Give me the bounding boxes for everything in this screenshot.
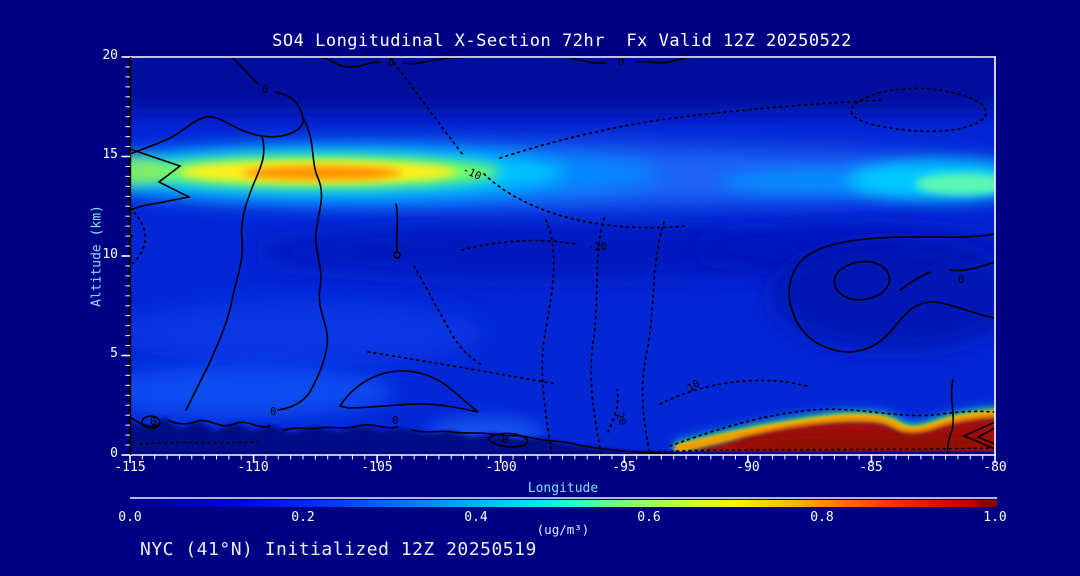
contour-label: 0 bbox=[618, 56, 624, 68]
colorbar-tick-label: 0.8 bbox=[810, 510, 834, 525]
x-tick-label: -105 bbox=[361, 460, 393, 475]
colorbar bbox=[130, 497, 997, 507]
contour-lines-dotted bbox=[130, 57, 995, 455]
x-tick-label: -115 bbox=[114, 460, 146, 475]
x-tick-label: -90 bbox=[736, 460, 760, 475]
contour-label: 0 bbox=[502, 434, 508, 446]
colorbar-units-label: (ug/m³) bbox=[536, 522, 590, 537]
y-tick-label: 5 bbox=[110, 346, 118, 361]
contour-label: 0 bbox=[270, 406, 276, 418]
chart-title: SO4 Longitudinal X-Section 72hr Fx Valid… bbox=[272, 31, 852, 51]
contour-label: 20 bbox=[613, 411, 628, 427]
x-tick-label: -95 bbox=[612, 460, 636, 475]
axes-frame bbox=[121, 56, 996, 463]
y-tick-label: 15 bbox=[102, 147, 118, 162]
contour-label: 0 bbox=[388, 57, 394, 69]
x-tick-label: -110 bbox=[237, 460, 269, 475]
x-tick-label: -100 bbox=[485, 460, 517, 475]
tick-marks bbox=[121, 56, 996, 463]
colorbar-tick-label: 0.2 bbox=[291, 510, 315, 525]
contour-label: 0 bbox=[262, 84, 268, 96]
contour-lines bbox=[130, 57, 995, 455]
colorbar-tick-label: 0.4 bbox=[464, 510, 488, 525]
colorbar-tick-label: 0.6 bbox=[637, 510, 661, 525]
x-axis-label: Longitude bbox=[527, 481, 599, 496]
contour-label: 10 bbox=[121, 231, 136, 246]
colorbar-tick-label: 1.0 bbox=[983, 510, 1007, 525]
footer-annotation: NYC (41°N) Initialized 12Z 20250519 bbox=[140, 539, 537, 560]
colorbar-tick-label: 0.0 bbox=[118, 510, 142, 525]
field: 0 0 0 -10 10 -20 0 0 0 0 0 10 20 bbox=[121, 56, 995, 455]
contour-label: 0 bbox=[958, 274, 964, 286]
contour-label: 0 bbox=[392, 415, 398, 427]
contour-label: 10 bbox=[685, 378, 702, 395]
x-tick-label: -85 bbox=[859, 460, 883, 475]
y-tick-label: 10 bbox=[102, 247, 118, 262]
contour-label: -20 bbox=[588, 241, 607, 253]
y-tick-label: 20 bbox=[102, 48, 118, 63]
y-tick-label: 0 bbox=[110, 446, 118, 461]
contour-label-group: 0 0 0 -10 10 -20 0 0 0 0 0 10 20 bbox=[121, 56, 964, 446]
x-tick-label: -80 bbox=[983, 460, 1007, 475]
colorbar-gradient bbox=[130, 500, 997, 507]
contour-label: 0 bbox=[150, 416, 156, 428]
